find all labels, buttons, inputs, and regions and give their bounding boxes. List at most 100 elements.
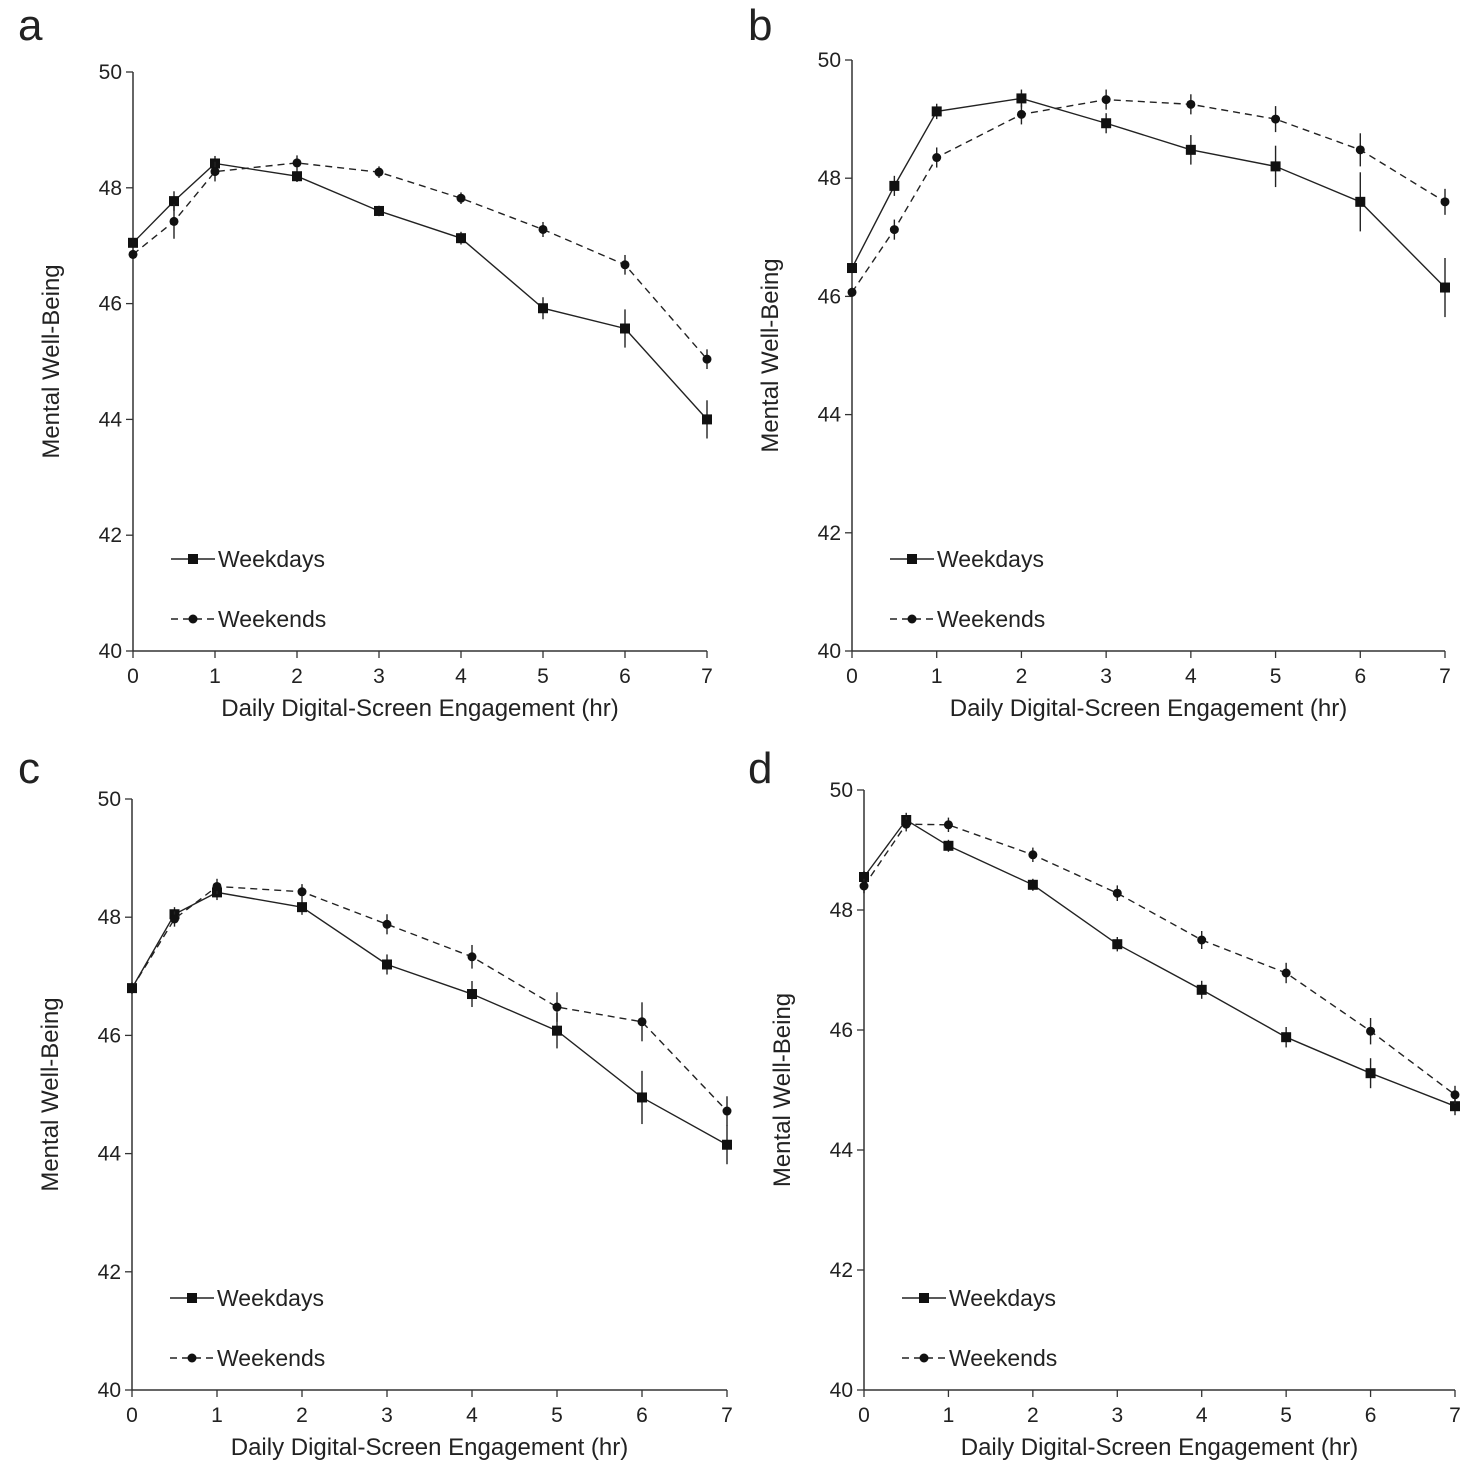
data-point xyxy=(932,153,942,163)
series-line xyxy=(131,891,728,1146)
data-point xyxy=(620,260,630,270)
data-point xyxy=(169,216,179,226)
legend-label-weekends: Weekends xyxy=(217,1345,325,1371)
data-point xyxy=(1185,144,1196,155)
data-point xyxy=(128,237,138,248)
data-point xyxy=(456,193,466,203)
y-tick-label: 50 xyxy=(830,779,853,802)
data-point xyxy=(1197,935,1207,945)
legend: Weekdays Weekends xyxy=(170,1285,325,1371)
series-weekends xyxy=(859,817,1460,1104)
x-tick-label: 3 xyxy=(381,1404,393,1427)
x-tick-label: 6 xyxy=(1365,1404,1377,1427)
data-point xyxy=(859,872,869,882)
data-point xyxy=(552,1025,562,1036)
data-point xyxy=(297,887,307,897)
legend-marker-weekdays xyxy=(907,554,917,564)
x-tick-label: 0 xyxy=(846,665,858,688)
legend-label-weekends: Weekends xyxy=(218,606,326,632)
x-tick-label: 4 xyxy=(455,665,467,688)
data-point xyxy=(1027,879,1038,890)
data-point xyxy=(931,106,942,117)
y-tick-label: 50 xyxy=(818,49,841,72)
y-axis-title: Mental Well-Being xyxy=(37,997,64,1191)
series-line xyxy=(851,97,1446,289)
data-point xyxy=(1186,99,1196,109)
legend-label-weekdays: Weekdays xyxy=(217,1285,324,1311)
data-point xyxy=(1112,939,1123,950)
data-point xyxy=(702,414,712,425)
series-weekends xyxy=(128,155,712,370)
data-point xyxy=(374,167,384,177)
x-tick-label: 7 xyxy=(1449,1404,1461,1427)
x-tick-label: 5 xyxy=(537,665,549,688)
legend-label-weekdays: Weekdays xyxy=(937,546,1044,572)
data-point xyxy=(170,914,179,924)
x-tick-label: 4 xyxy=(1196,1404,1208,1427)
y-tick-label: 40 xyxy=(99,640,122,663)
data-point xyxy=(292,158,302,168)
series-line xyxy=(863,819,1456,1107)
data-point xyxy=(128,249,138,259)
y-tick-label: 42 xyxy=(818,522,841,545)
legend: Weekdays Weekends xyxy=(890,546,1045,632)
x-tick-label: 2 xyxy=(291,665,303,688)
y-tick-label: 48 xyxy=(830,899,853,922)
data-point xyxy=(1281,1032,1292,1043)
data-point xyxy=(382,919,392,929)
series-weekdays xyxy=(847,89,1450,318)
legend-marker-weekdays xyxy=(919,1293,929,1303)
y-tick-label: 42 xyxy=(830,1259,853,1282)
data-point xyxy=(1112,888,1122,898)
x-tick-label: 5 xyxy=(551,1404,563,1427)
y-tick-label: 46 xyxy=(98,1024,121,1047)
y-tick-label: 44 xyxy=(98,1143,122,1166)
x-tick-label: 3 xyxy=(1111,1404,1123,1427)
data-point xyxy=(847,287,857,297)
data-point xyxy=(1271,114,1281,124)
x-tick-label: 7 xyxy=(721,1404,733,1427)
data-point xyxy=(1016,109,1026,119)
data-point xyxy=(297,902,307,913)
y-tick-label: 44 xyxy=(818,404,842,427)
data-point xyxy=(722,1139,732,1150)
data-point xyxy=(382,959,392,970)
data-point xyxy=(374,205,384,216)
series-weekends xyxy=(127,878,732,1126)
data-point xyxy=(1355,145,1365,155)
data-point xyxy=(210,167,220,177)
x-tick-label: 3 xyxy=(1100,665,1112,688)
panel-b: b 40 42 44 46 48 50 0 1 2 3 4 5 6 7 Daily Digital-Scree… xyxy=(748,1,1451,722)
legend-label-weekdays: Weekdays xyxy=(949,1285,1056,1311)
data-point xyxy=(702,354,712,364)
data-point xyxy=(127,983,137,993)
data-point xyxy=(620,323,630,334)
x-tick-label: 1 xyxy=(211,1404,223,1427)
y-tick-label: 46 xyxy=(830,1019,853,1042)
y-tick-label: 42 xyxy=(99,524,122,547)
x-tick-label: 4 xyxy=(466,1404,478,1427)
data-point xyxy=(292,171,302,182)
x-axis-title: Daily Digital-Screen Engagement (hr) xyxy=(231,1434,629,1461)
data-point xyxy=(538,224,548,234)
data-point xyxy=(1270,161,1281,172)
x-axis-title: Daily Digital-Screen Engagement (hr) xyxy=(221,695,619,722)
y-tick-label: 46 xyxy=(99,293,122,316)
x-tick-label: 6 xyxy=(619,665,631,688)
data-point xyxy=(943,820,953,830)
y-tick-label: 48 xyxy=(99,177,122,200)
data-point xyxy=(889,180,900,191)
data-point xyxy=(1101,95,1111,105)
y-tick-label: 42 xyxy=(98,1261,121,1284)
x-tick-label: 5 xyxy=(1280,1404,1292,1427)
panel-label: b xyxy=(748,1,772,50)
data-point xyxy=(889,225,899,235)
series-line xyxy=(132,162,708,420)
legend-label-weekdays: Weekdays xyxy=(218,546,325,572)
y-tick-label: 40 xyxy=(818,640,841,663)
y-tick-label: 40 xyxy=(830,1379,853,1402)
data-point xyxy=(552,1002,562,1012)
y-tick-label: 50 xyxy=(98,788,121,811)
y-tick-label: 48 xyxy=(98,906,121,929)
panel-c: c 40 42 44 46 48 50 0 1 2 3 4 5 6 7 Daily Digital-Scree… xyxy=(18,744,733,1461)
